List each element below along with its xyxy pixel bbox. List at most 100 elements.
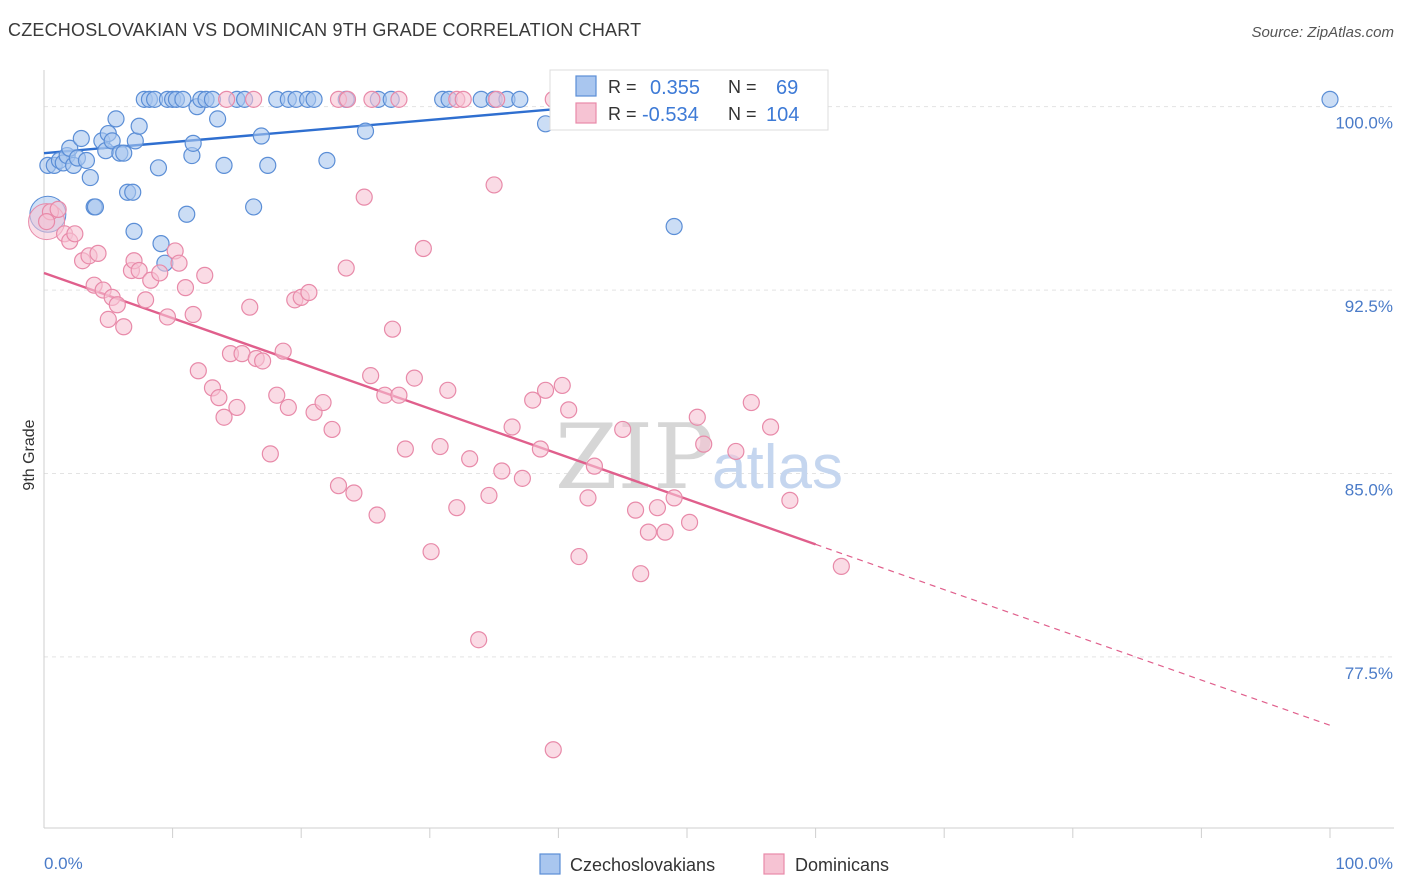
- point-1-100: [454, 90, 472, 108]
- point-1-69: [524, 391, 542, 409]
- point-1-93: [218, 90, 236, 108]
- legend-n-value-1: 69: [776, 77, 798, 99]
- point-1-46: [329, 477, 348, 495]
- point-1-56: [405, 369, 423, 387]
- point-1-44: [314, 393, 332, 412]
- legend-stats: R = 0.355 N = 69 R = -0.534 N = 104: [549, 69, 829, 131]
- grid-lines: [44, 106, 1394, 658]
- point-1-57: [414, 239, 432, 258]
- point-0-33: [174, 90, 192, 108]
- point-0-63: [511, 90, 529, 108]
- point-1-8: [89, 244, 107, 262]
- point-1-24: [184, 305, 202, 324]
- point-1-13: [115, 318, 133, 336]
- point-1-87: [695, 435, 713, 453]
- point-1-76: [579, 489, 597, 507]
- legend-r-label-2: R =: [608, 104, 637, 124]
- point-1-48: [345, 484, 363, 502]
- point-1-19: [151, 264, 169, 282]
- point-0-17: [107, 110, 125, 128]
- point-1-97: [363, 90, 381, 108]
- point-1-16: [130, 261, 148, 280]
- legend-swatch-pink: [575, 102, 597, 124]
- point-1-83: [656, 523, 674, 541]
- point-0-55: [356, 122, 375, 140]
- chart-title: CZECHOSLOVAKIAN VS DOMINICAN 9TH GRADE C…: [8, 20, 642, 40]
- point-0-34: [178, 205, 196, 223]
- trend-line-extension-1: [815, 543, 1331, 726]
- point-1-103: [37, 213, 56, 231]
- point-1-10: [99, 310, 117, 329]
- y-tick-labels: 100.0% 92.5% 85.0% 77.5%: [1335, 114, 1393, 683]
- point-1-37: [268, 386, 286, 404]
- point-1-36: [261, 445, 279, 463]
- point-1-29: [215, 408, 233, 426]
- y-axis-label: 9th Grade: [21, 419, 38, 490]
- point-0-9: [77, 151, 96, 170]
- point-1-33: [241, 298, 259, 316]
- point-0-42: [215, 156, 233, 174]
- point-1-60: [439, 381, 457, 399]
- data-points: [28, 90, 1339, 759]
- point-0-28: [152, 235, 170, 253]
- point-1-70: [531, 440, 549, 458]
- point-1-98: [390, 90, 408, 108]
- point-0-65: [665, 217, 683, 236]
- legend-n-value-2: 104: [766, 104, 799, 126]
- point-1-88: [727, 442, 745, 461]
- point-1-66: [493, 462, 511, 480]
- point-0-47: [259, 156, 277, 174]
- point-1-73: [553, 376, 571, 395]
- point-1-89: [742, 393, 760, 412]
- point-0-19: [115, 144, 133, 162]
- point-0-22: [126, 132, 144, 150]
- point-1-35: [254, 352, 272, 370]
- legend-r-label-1: R =: [608, 77, 637, 97]
- point-1-53: [383, 320, 402, 338]
- point-1-20: [158, 308, 177, 326]
- point-1-38: [274, 342, 292, 360]
- point-1-91: [781, 491, 799, 509]
- point-0-53: [318, 151, 336, 170]
- legend-r-value-2: -0.534: [642, 104, 699, 126]
- point-1-82: [648, 499, 667, 517]
- point-1-59: [431, 437, 449, 456]
- point-0-16: [103, 132, 121, 150]
- point-1-101: [488, 90, 506, 108]
- point-1-26: [196, 266, 214, 284]
- point-1-17: [136, 291, 155, 309]
- point-0-23: [130, 117, 148, 135]
- point-0-52: [305, 90, 323, 108]
- point-1-58: [422, 543, 440, 561]
- point-1-79: [626, 501, 645, 519]
- point-1-39: [279, 398, 297, 417]
- point-1-55: [396, 440, 414, 458]
- x-tick-label-0: 0.0%: [44, 854, 83, 873]
- point-1-68: [513, 469, 531, 487]
- point-1-4: [66, 225, 84, 243]
- legend-label-czechoslovakians: Czechoslovakians: [570, 855, 715, 875]
- legend-swatch-czechoslovakians: [539, 853, 561, 875]
- point-1-92: [832, 557, 850, 575]
- point-1-94: [245, 90, 263, 108]
- y-tick-label-3: 77.5%: [1345, 664, 1393, 683]
- point-0-36: [184, 134, 202, 152]
- point-1-77: [585, 457, 604, 475]
- point-1-12: [108, 296, 126, 314]
- point-0-45: [245, 198, 263, 216]
- point-1-74: [560, 401, 578, 419]
- legend-swatch-blue: [575, 75, 597, 97]
- point-1-42: [300, 283, 318, 302]
- legend-n-label-2: N =: [728, 104, 757, 124]
- point-1-71: [536, 381, 555, 399]
- point-1-96: [338, 90, 357, 108]
- legend-r-value-1: 0.355: [650, 77, 700, 99]
- point-0-68: [1321, 90, 1339, 108]
- point-1-81: [639, 523, 658, 541]
- point-1-50: [362, 367, 380, 385]
- point-1-78: [614, 420, 632, 439]
- legend-n-label-1: N =: [728, 77, 757, 97]
- point-1-54: [390, 386, 408, 404]
- point-1-31: [228, 398, 246, 417]
- point-1-86: [688, 408, 706, 426]
